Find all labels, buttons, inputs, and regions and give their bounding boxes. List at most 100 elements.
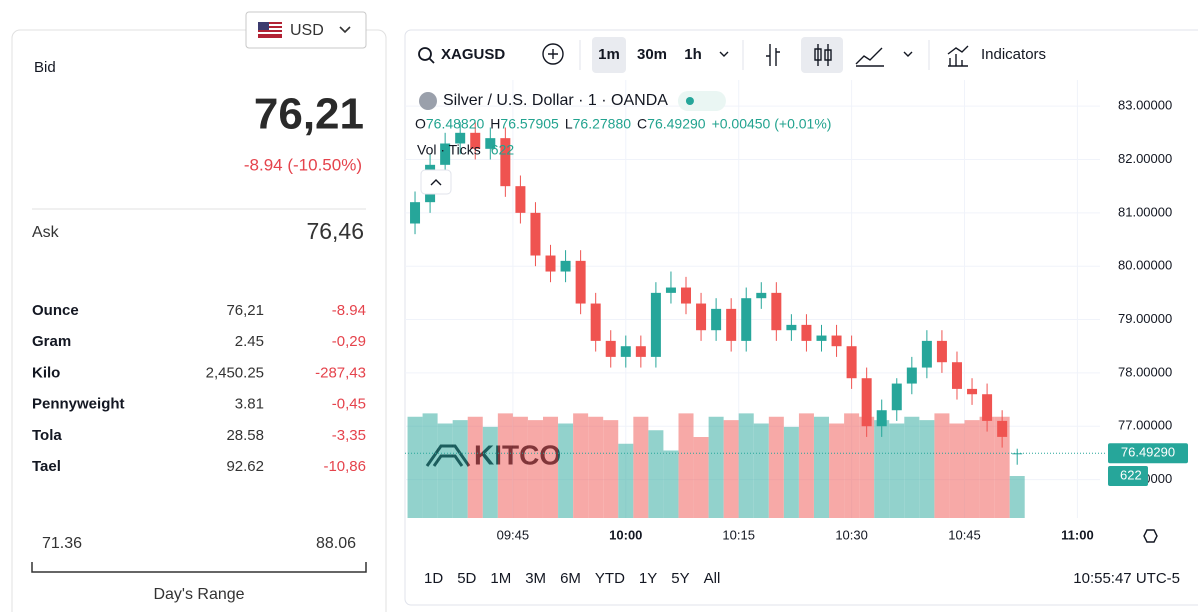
y-tick-label: 78.00000 [1118, 364, 1172, 379]
bar-icon[interactable] [766, 44, 780, 66]
volume-bar [708, 416, 724, 518]
candle-body [696, 303, 707, 331]
volume-bar [723, 420, 739, 518]
volume-bar [829, 423, 845, 518]
period[interactable]: 3M [525, 570, 546, 587]
chart-title: Silver / U.S. Dollar · 1 · OANDA [443, 92, 668, 109]
candle-body [982, 394, 993, 421]
period[interactable]: 1D [424, 570, 443, 587]
clock: 10:55:47 UTC-5 [1073, 570, 1180, 587]
unit-change: -0,29 [332, 333, 366, 350]
unit-change: -287,43 [315, 364, 366, 381]
period[interactable]: 5D [457, 570, 476, 587]
candle-body [891, 383, 902, 411]
active-interval [592, 37, 626, 73]
candle-body [741, 298, 752, 341]
active-style [801, 37, 843, 73]
volume-bar [452, 420, 468, 518]
currency: USD [290, 22, 324, 39]
indicators[interactable]: Indicators [981, 46, 1046, 63]
ask: 76,46 [306, 218, 364, 244]
status-pill [677, 91, 726, 111]
candle-body [650, 292, 661, 357]
area-icon[interactable] [855, 47, 884, 67]
candle-body [771, 292, 782, 331]
plus [548, 49, 558, 59]
volume-bar [603, 420, 619, 518]
volume-tag [1108, 466, 1148, 487]
interval[interactable]: 1m [598, 46, 620, 63]
chevron[interactable] [719, 51, 729, 57]
candle-body [620, 346, 631, 357]
period[interactable]: 1M [490, 570, 511, 587]
volume-bar [482, 426, 498, 518]
candle-body [410, 202, 421, 224]
ask-label: Ask [32, 224, 60, 241]
candle-body [726, 308, 737, 341]
range-bar [31, 562, 367, 573]
candle-body [997, 420, 1008, 437]
range-high: 88.06 [316, 535, 356, 552]
ohlc-value: 76.48820 [426, 116, 485, 132]
range-label: Day's Range [153, 586, 244, 603]
plot: 09:4510:0010:1510:3010:4511:0076.0000077… [405, 80, 1188, 542]
candle-body [440, 143, 451, 165]
candle-icon[interactable] [814, 44, 832, 66]
volume-bar [558, 423, 574, 518]
y-tick-label: 82.00000 [1118, 151, 1172, 166]
candle-body [846, 346, 857, 379]
candle-body [485, 138, 496, 149]
volume-bar [813, 416, 829, 518]
interval[interactable]: 30m [637, 46, 667, 63]
search-icon[interactable] [418, 47, 432, 61]
interval[interactable]: 1h [684, 46, 702, 63]
period[interactable]: All [704, 570, 721, 587]
x-tick-label: 10:15 [722, 527, 755, 542]
volume-bar [798, 413, 814, 518]
status-dot [685, 97, 694, 105]
candle-body [801, 324, 812, 341]
candle-body [831, 335, 842, 347]
price-tag [1108, 443, 1188, 464]
collapse-button[interactable] [420, 169, 452, 195]
indicators-icon[interactable] [947, 45, 969, 67]
unit-price: 92.62 [226, 458, 264, 475]
search-icon [428, 57, 435, 64]
compare-button[interactable] [542, 43, 564, 65]
quote-card [11, 29, 387, 612]
volume-bar [844, 413, 860, 518]
settings-icon[interactable] [1143, 529, 1158, 543]
x-tick-label: 10:30 [835, 527, 868, 542]
candle-body [967, 388, 978, 395]
volume-bar [889, 423, 905, 518]
candle-body [906, 367, 917, 384]
currency-select[interactable] [245, 11, 367, 49]
unit-price: 2.45 [235, 333, 264, 350]
candle-body [590, 303, 601, 341]
candle-body [861, 378, 872, 427]
ohlc-key: O [415, 116, 426, 132]
period[interactable]: 1Y [639, 570, 657, 587]
candle-body [575, 260, 586, 304]
unit-change: -3,35 [332, 427, 366, 444]
volume-bar [407, 416, 423, 518]
unit-name: Gram [32, 333, 71, 350]
candle-body [681, 287, 692, 304]
unit-price: 28.58 [226, 427, 264, 444]
candle-body [876, 410, 887, 427]
period[interactable]: YTD [595, 570, 625, 587]
symbol[interactable]: XAGUSD [441, 46, 505, 63]
period[interactable]: 5Y [671, 570, 689, 587]
volume-bar [678, 413, 694, 518]
volume-bar [994, 416, 1010, 518]
candle-body [455, 132, 466, 144]
period[interactable]: 6M [560, 570, 581, 587]
unit-price: 3.81 [235, 396, 264, 413]
volume-bar [588, 416, 604, 518]
ohlc-value: 76.27880 [573, 116, 632, 132]
unit-table: Ounce 76,21 -8.94 Gram 2.45 -0,29 Kilo 2,450.25… [32, 302, 366, 475]
chevron[interactable] [903, 51, 913, 57]
range-low: 71.36 [42, 535, 82, 552]
